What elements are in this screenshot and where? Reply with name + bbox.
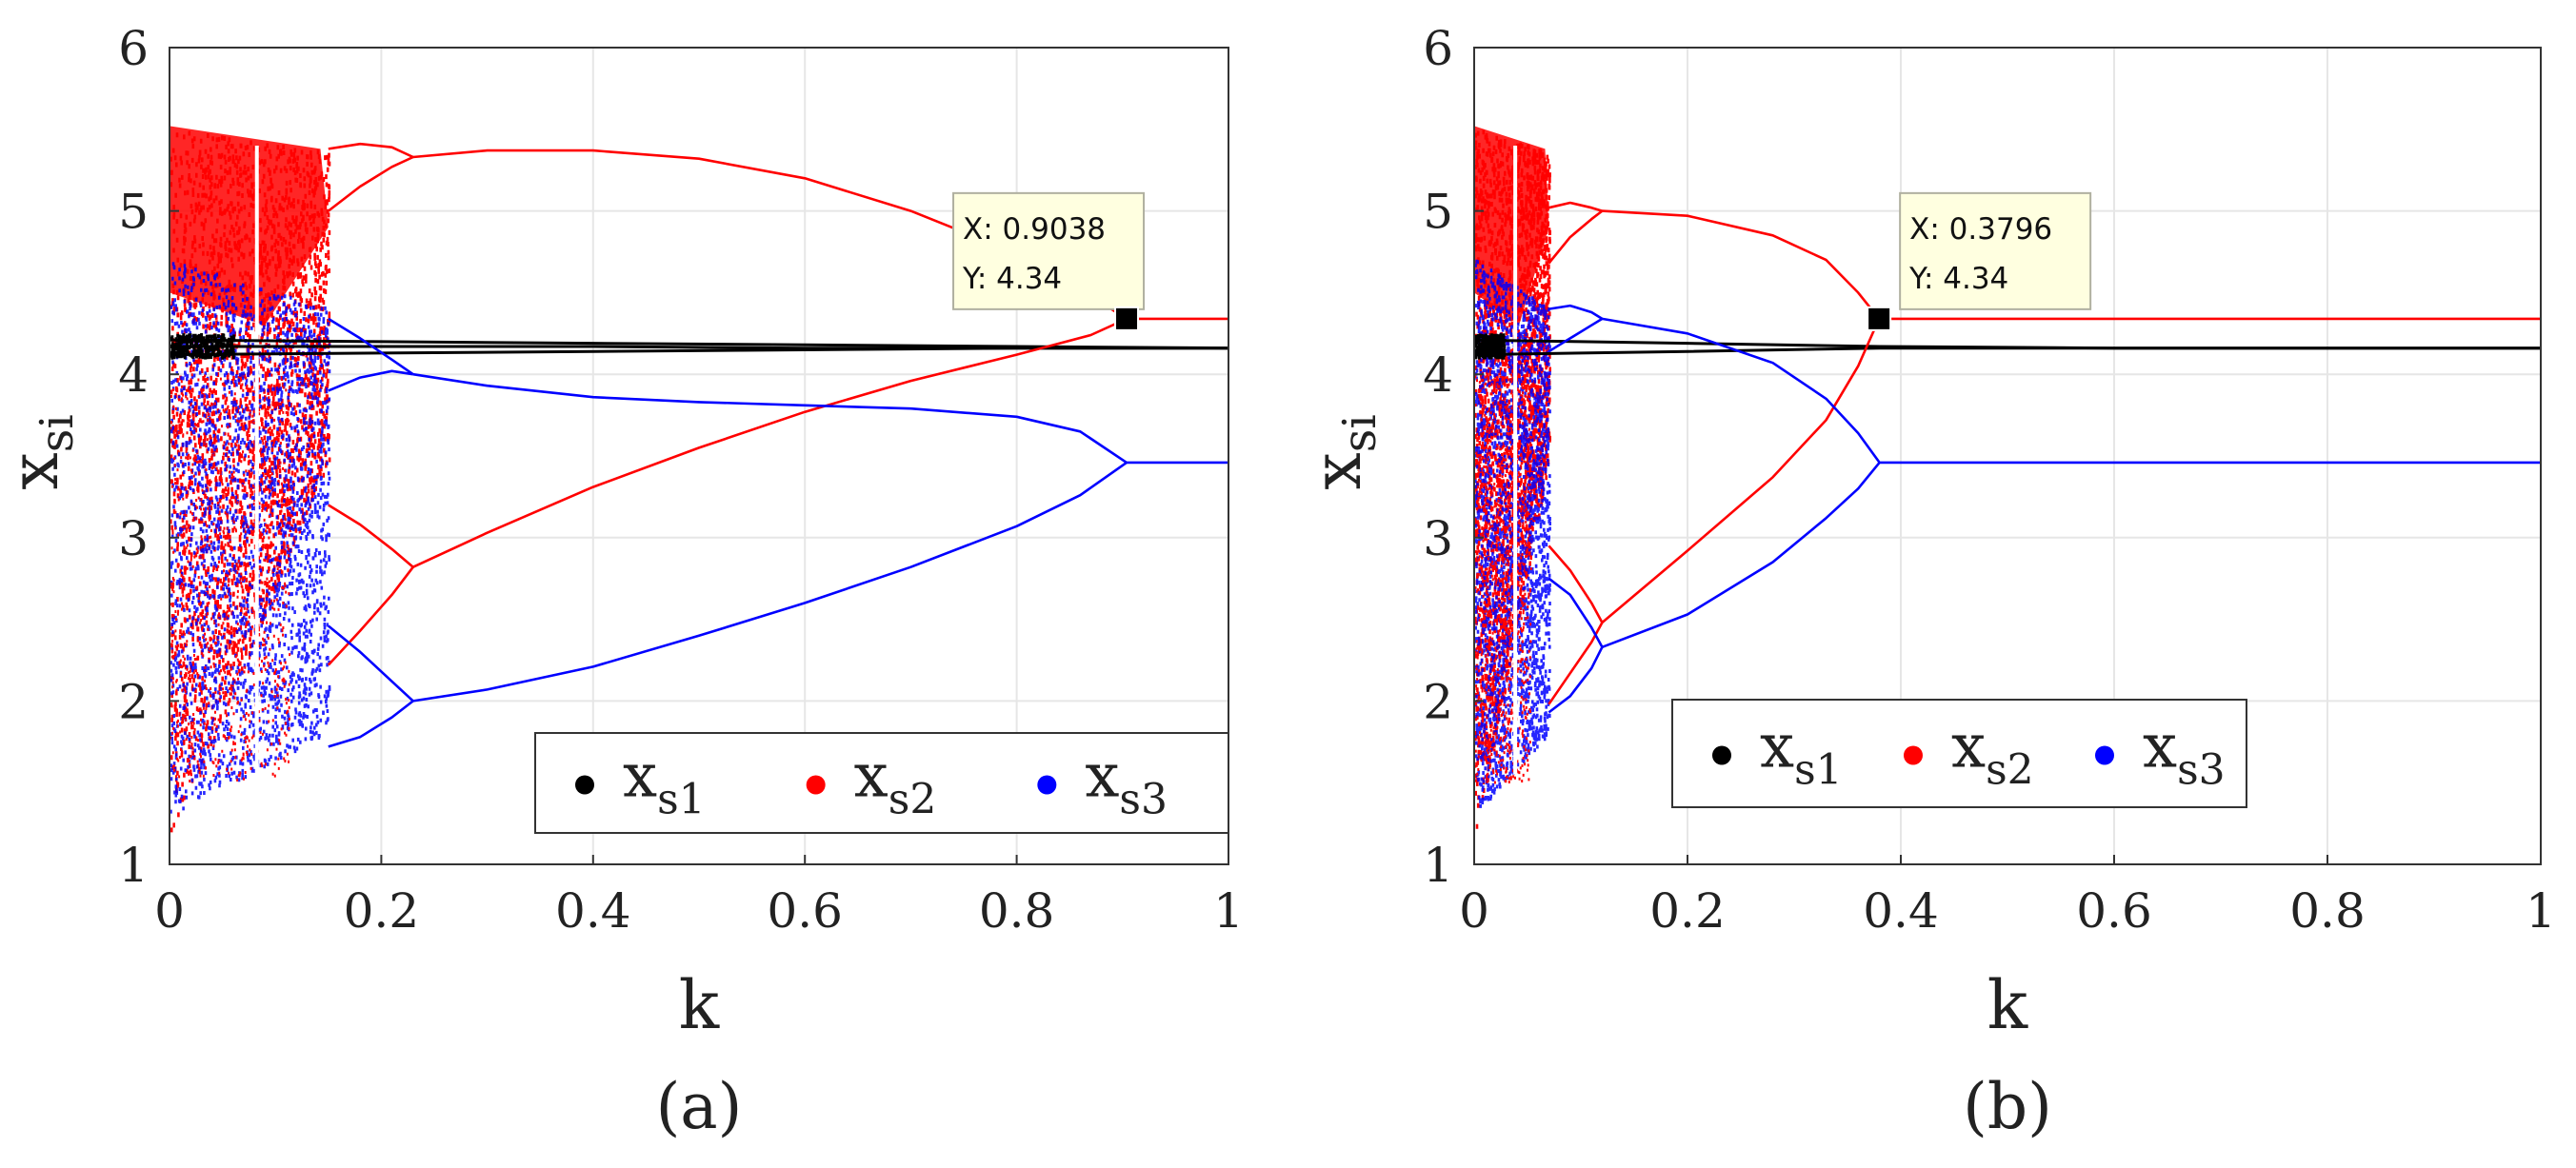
panel-b-xtick-label-1: 0.2 [1649,883,1726,939]
panel-a-series-xs1 [169,338,1229,357]
panel-b-ytick-label-0: 1 [1423,838,1453,893]
panel-b-ylabel: xsi [1298,414,1387,489]
panel-b-legend-label-s3: xs3 [2143,712,2226,795]
panel-a-data-tip-marker [1114,306,1140,331]
panel-b-xs3-branch-3 [1548,317,1604,353]
panel-b-legend-label-s2: xs2 [1951,712,2034,795]
panel-b-data-tip-x: X: 0.3796 [1909,212,2052,247]
panel-a-xtick-label-1: 0.2 [344,883,420,939]
panel-a-xs3-branch-0 [412,372,1228,465]
panel-b-ytick-label-3: 4 [1423,347,1453,403]
panel-a-xs3-branch-4 [327,624,414,703]
panel-a-xs3-branch-5 [328,700,414,748]
panel-b-xs2-branch-4 [1548,544,1604,624]
panel-a-xs2-branch-5 [327,565,414,666]
panel-a-data-tip: X: 0.9038 Y: 4.34 [952,191,1146,331]
panel-b-legend: xs1 xs2 xs3 [1671,699,2247,808]
panel-b-xs2-branch-0 [1602,209,2541,321]
panel-b-xs3-branch-1 [1601,462,1881,649]
panel-a-legend-label-s3: xs3 [1085,742,1168,824]
panel-a-xs2-branch-3 [328,155,414,212]
panel-b-xs2-branch-2 [1548,201,1603,212]
panel-a-xs3-branch-3 [328,369,413,392]
panel-a-axes-frame [169,47,1229,865]
panel-b-data-tip-marker [1867,306,1892,331]
panel-a-legend: xs1 xs2 xs3 [534,732,1229,834]
panel-a-ytick-label-3: 4 [118,347,149,403]
panel-b: 0 0.2 0.4 0.6 0.8 1 1 2 3 4 5 6 k xsi xs1 xs2 xs3 X: 0.37… [1298,21,2556,1143]
panel-b-xs3-branch-2 [1548,304,1604,321]
panel-a-ytick-label-0: 1 [118,838,149,893]
panel-b-legend-box [1671,699,2247,808]
panel-a: 0 0.2 0.4 0.6 0.8 1 1 2 3 4 5 6 k xsi xs1 xs2 xs3 X: 0.90… [0,21,1244,1143]
panel-a-ytick-label-4: 5 [118,185,149,240]
panel-b-legend-label-s1: xs1 [1760,712,1843,795]
panel-b-xs1-branch-1 [1473,346,2541,357]
panel-b-xtick-label-2: 0.4 [1863,883,1939,939]
panel-a-legend-marker-s3 [1037,775,1057,795]
panel-a-legend-marker-s2 [806,775,826,795]
panel-a-data-tip-box [952,191,1146,310]
panel-b-data-tip-y: Y: 4.34 [1908,262,2008,296]
panel-a-legend-marker-s1 [575,775,594,795]
panel-b-legend-marker-s3 [2095,745,2114,765]
panel-b-ytick-label-2: 3 [1423,511,1453,566]
panel-a-xs2-branch-2 [328,142,414,159]
panel-a-ytick-label-1: 2 [118,674,149,729]
panel-b-label: (b) [1963,1070,2052,1143]
panel-a-plot-area [170,48,1228,864]
panel-a-ylabel: xsi [0,414,84,489]
panel-b-data-tip-box [1899,191,2092,310]
panel-b-xs2-branch-3 [1548,209,1604,265]
panel-a-xlabel: k [679,966,720,1044]
panel-b-xs2-branch-5 [1548,622,1604,705]
panel-b-legend-marker-s2 [1904,745,1923,765]
panel-b-ytick-label-1: 2 [1423,674,1453,729]
panel-a-xs2-branch-1 [412,317,1128,568]
panel-a-ytick-label-5: 6 [118,21,149,76]
panel-a-legend-label-s1: xs1 [623,742,706,824]
panel-b-xtick-label-5: 1 [2526,883,2556,939]
panel-a-xs3-branch-2 [328,317,414,376]
panel-a-xtick-label-2: 0.4 [555,883,631,939]
panel-a-data-tip-y: Y: 4.34 [962,262,1062,296]
panel-a-series-xs3 [327,317,1228,748]
panel-a-xs3-branch-1 [412,461,1128,703]
panel-b-data-tip: X: 0.3796 Y: 4.34 [1867,191,2092,331]
panel-b-xs3-branch-4 [1548,577,1604,648]
panel-b-xtick-label-3: 0.6 [2076,883,2152,939]
panel-b-xtick-label-4: 0.8 [2289,883,2366,939]
panel-b-xlabel: k [1987,966,2028,1044]
panel-b-series-xs2 [1548,201,2541,705]
panel-a-xtick-label-5: 1 [1213,883,1244,939]
panel-a-xs2-speckle [170,373,291,782]
panel-b-ytick-label-5: 6 [1423,21,1453,76]
panel-b-xs3-branch-0 [1602,317,2541,465]
panel-b-series-xs3 [1548,304,2541,714]
panel-b-axes-frame [1473,47,2542,865]
panel-a-data-tip-x: X: 0.9038 [963,212,1106,247]
panel-a-xs2-branch-4 [328,504,414,568]
panel-a-xs1-branch-2 [170,345,1228,350]
panel-b-xs2-branch-1 [1601,318,1881,624]
panel-b-xs3-branch-5 [1548,646,1604,714]
panel-a-xtick-label-4: 0.8 [979,883,1055,939]
panel-b-xtick-label-0: 0 [1459,883,1489,939]
panel-a-legend-box [534,732,1229,834]
panel-b-legend-marker-s1 [1712,745,1731,765]
panel-a-chaotic-region [170,126,331,833]
panel-a-legend-label-s2: xs2 [854,742,937,824]
panel-b-chaotic-region [1474,126,1551,829]
panel-a-label: (a) [656,1070,743,1143]
panel-a-xtick-label-3: 0.6 [767,883,843,939]
panel-b-ytick-label-4: 5 [1423,185,1453,240]
panel-a-xtick-label-0: 0 [154,883,185,939]
panel-b-xs2-band [1474,126,1549,326]
panel-a-ytick-label-2: 3 [118,511,149,566]
